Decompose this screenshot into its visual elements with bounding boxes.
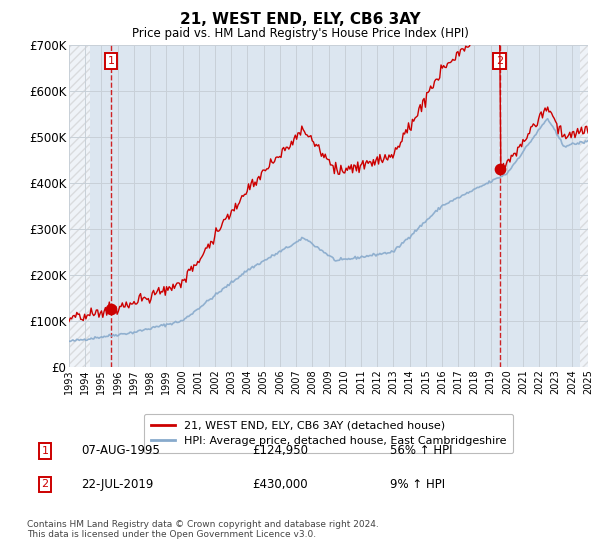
Text: 21, WEST END, ELY, CB6 3AY: 21, WEST END, ELY, CB6 3AY [179,12,421,27]
Text: £430,000: £430,000 [252,478,308,491]
Text: 07-AUG-1995: 07-AUG-1995 [81,444,160,458]
Text: Contains HM Land Registry data © Crown copyright and database right 2024.
This d: Contains HM Land Registry data © Crown c… [27,520,379,539]
Text: 2: 2 [496,56,503,66]
Text: 1: 1 [107,56,115,66]
Text: Price paid vs. HM Land Registry's House Price Index (HPI): Price paid vs. HM Land Registry's House … [131,27,469,40]
Text: £124,950: £124,950 [252,444,308,458]
Text: 1: 1 [41,446,49,456]
Text: 2: 2 [41,479,49,489]
Legend: 21, WEST END, ELY, CB6 3AY (detached house), HPI: Average price, detached house,: 21, WEST END, ELY, CB6 3AY (detached hou… [144,414,513,453]
Point [106,305,116,314]
Text: 9% ↑ HPI: 9% ↑ HPI [390,478,445,491]
Bar [69,45,90,367]
Text: 22-JUL-2019: 22-JUL-2019 [81,478,154,491]
Bar [580,45,588,367]
Text: 56% ↑ HPI: 56% ↑ HPI [390,444,452,458]
Point [495,165,505,174]
